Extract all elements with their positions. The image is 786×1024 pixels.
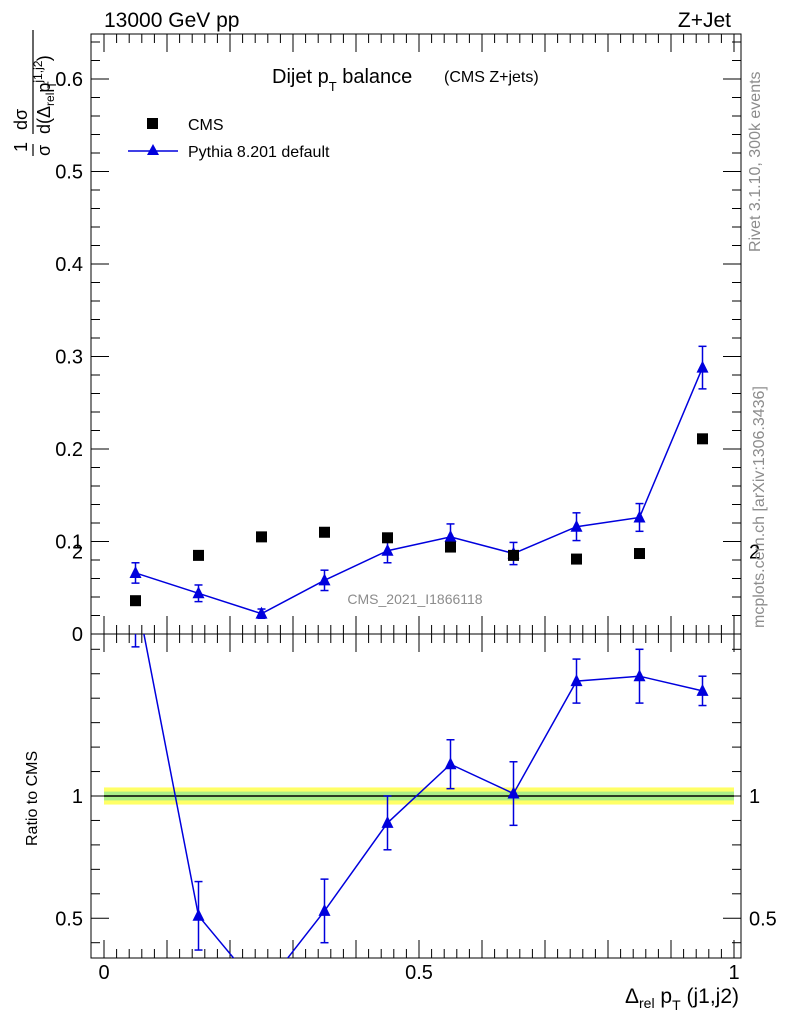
pythia-main-point: [633, 510, 646, 523]
ratio-y-tick-label-right: 0.5: [749, 908, 777, 930]
cms-data-point: [319, 526, 330, 538]
ratio-y-tick-label-right: 1: [749, 786, 760, 808]
pythia-ratio-point: [130, 584, 142, 596]
cms-data-point: [382, 532, 393, 544]
x-axis-label: Δrel pT (j1,j2): [625, 985, 739, 1013]
main-y-tick-label: 0.2: [55, 439, 83, 461]
pythia-main-point: [570, 519, 583, 532]
main-y-tick-label: 0.4: [55, 254, 83, 276]
mcplots-reference-label: mcplots.cern.ch [arXiv:1306.3436]: [751, 386, 768, 628]
pythia-main-line: [135, 367, 704, 615]
pythia-ratio-point: [507, 786, 520, 799]
main-y-tick-label: 0.3: [55, 347, 83, 369]
main-y-tick-label: 0: [72, 624, 83, 646]
ratio-x-tick-label: 0.5: [405, 962, 433, 984]
cms-data-point: [508, 549, 519, 561]
pythia-ratio-point: [444, 757, 457, 770]
cms-data-point: [193, 549, 204, 561]
ratio-y-tick-label-left: 2: [72, 542, 83, 564]
main-y-axis-label: 1 σ dσ d(Δrelpj1,j2T): [11, 30, 59, 156]
main-panel-marks: [129, 345, 709, 620]
svg-text:σ: σ: [34, 145, 54, 156]
x-axis-label-p: p: [655, 985, 673, 1008]
cms-data-point: [256, 531, 267, 543]
rivet-version-label: Rivet 3.1.10, 300k events: [747, 71, 764, 252]
main-y-tick-label: 0.1: [55, 532, 83, 554]
svg-text:1: 1: [11, 142, 31, 152]
cms-data-point: [445, 541, 456, 553]
pythia-main-point: [192, 586, 205, 599]
ratio-panel-axis-ticks: 0 0.5 1 0.5 0.5 1 1 2 2: [55, 542, 777, 985]
plot-title-sub: T: [329, 79, 337, 94]
main-y-tick-label: 0.6: [55, 69, 83, 91]
cms-data-point: [130, 595, 141, 607]
pythia-ratio-point: [192, 908, 205, 921]
pythia-main-point: [318, 573, 331, 586]
ratio-panel-marks: [130, 584, 709, 997]
pythia-ratio-point: [318, 903, 331, 916]
ratio-x-tick-label: 0: [98, 962, 109, 984]
pythia-main-point: [129, 565, 142, 578]
pythia-ratio-point: [696, 683, 709, 696]
ratio-y-axis-label: Ratio to CMS: [24, 751, 41, 846]
pythia-ratio-point: [633, 669, 646, 682]
ratio-x-tick-label: 1: [728, 962, 739, 984]
x-axis-label-rel: rel: [639, 995, 655, 1011]
main-panel-axis-ticks: 0 0.1 0.2 0.3 0.4 0.5 0.6: [55, 34, 741, 646]
pythia-main-point: [255, 606, 268, 619]
plot-title-note: (CMS Z+jets): [444, 69, 539, 86]
cms-uncertainty-band: [104, 787, 734, 805]
ratio-clipped-group: [130, 584, 709, 997]
cms-data-point: [697, 433, 708, 445]
legend-cms-label: CMS: [188, 117, 224, 134]
plot-title-rest: balance: [337, 66, 413, 88]
pythia-main-point: [696, 360, 709, 373]
pythia-main-point: [444, 529, 457, 542]
plot-title: Dijet pT balance: [272, 66, 412, 94]
pythia-ratio-point: [570, 674, 583, 687]
ratio-y-tick-label-left: 0.5: [55, 908, 83, 930]
analysis-watermark: CMS_2021_I1866118: [347, 591, 482, 607]
ratio-y-tick-label-right: 2: [749, 542, 760, 564]
svg-text:dσ: dσ: [11, 109, 31, 130]
main-y-tick-label: 0.5: [55, 162, 83, 184]
pythia-ratio-point: [381, 815, 394, 828]
pythia-main-point: [381, 543, 394, 556]
svg-text:d(Δrelpj1,j2T): d(Δrelpj1,j2T): [31, 55, 59, 134]
energy-label: 13000 GeV pp: [104, 9, 239, 32]
x-axis-label-t: T: [672, 997, 681, 1013]
pythia-ratio-point: [256, 985, 268, 997]
legend-pythia-marker: [147, 144, 159, 155]
legend-pythia-label: Pythia 8.201 default: [188, 144, 330, 161]
cms-data-point: [571, 553, 582, 565]
ratio-y-tick-label-left: 1: [72, 786, 83, 808]
x-axis-label-rest: (j1,j2): [681, 985, 739, 1008]
plot-title-main: Dijet p: [272, 66, 329, 88]
pythia-ratio-line: [143, 634, 703, 958]
cms-data-point: [634, 548, 645, 560]
legend-cms-marker: [147, 118, 158, 129]
process-label: Z+Jet: [678, 9, 731, 32]
x-axis-label-delta: Δ: [625, 985, 639, 1008]
